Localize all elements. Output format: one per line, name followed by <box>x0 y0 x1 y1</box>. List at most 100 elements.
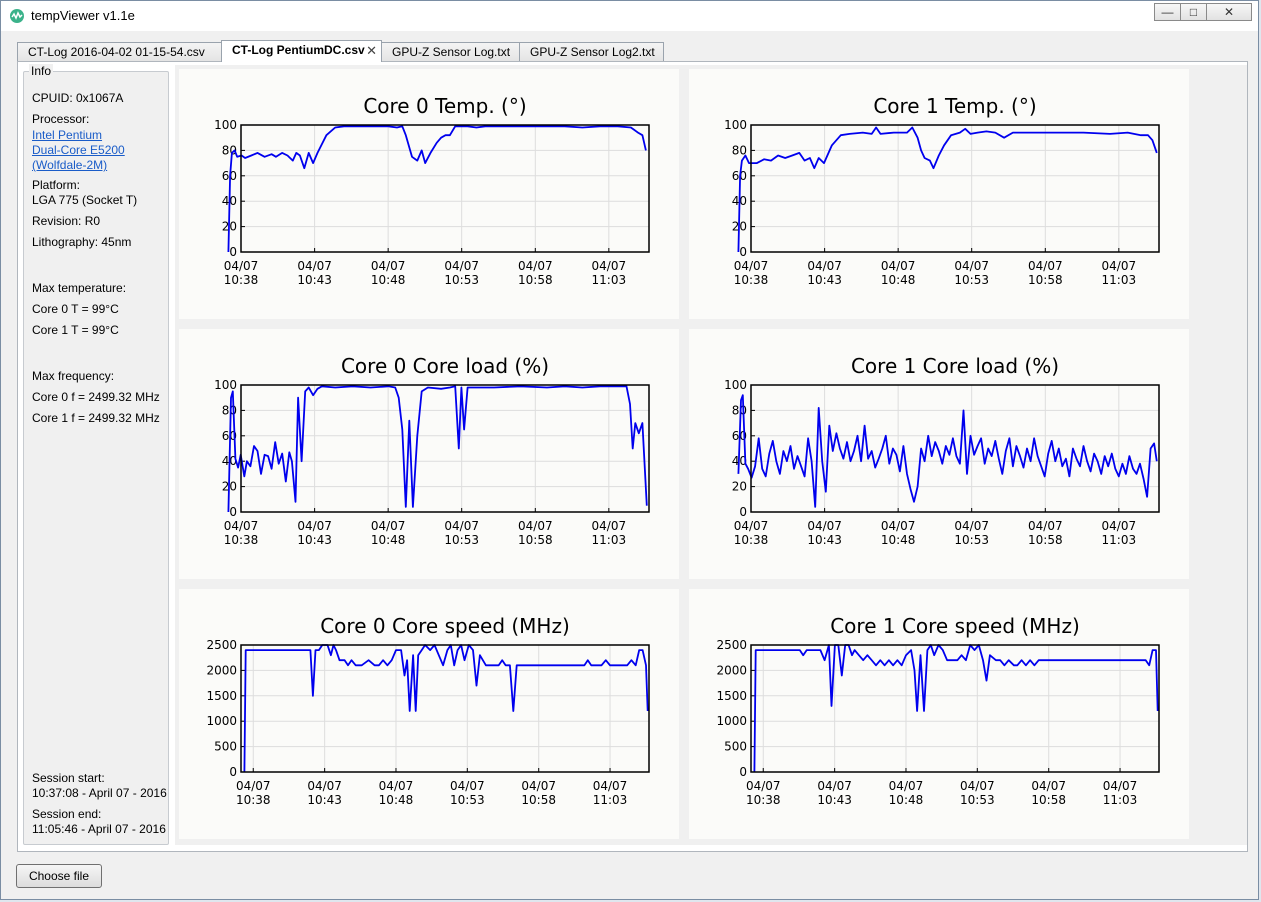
info-title: Info <box>29 64 54 78</box>
y-tick-label: 2500 <box>716 638 747 652</box>
x-tick-label: 04/07 10:58 <box>518 519 553 547</box>
y-tick-label: 100 <box>214 118 237 132</box>
tab-ct-log-2016[interactable]: CT-Log 2016-04-02 01-15-54.csv <box>17 42 222 61</box>
y-tick-label: 0 <box>739 245 747 259</box>
tab-label: CT-Log PentiumDC.csv <box>232 43 365 57</box>
choose-file-button[interactable]: Choose file <box>16 864 102 888</box>
chart-core0-temp: Core 0 Temp. (°) 0 20 40 60 80 100 04/07 10:38 04… <box>179 69 679 319</box>
x-tick-label: 04/07 10:58 <box>518 259 553 287</box>
session-start-label: Session start: <box>32 771 105 785</box>
y-tick-label: 1000 <box>716 714 747 728</box>
tab-label: GPU-Z Sensor Log2.txt <box>530 45 655 59</box>
cpuid-text: CPUID: 0x1067A <box>32 91 124 105</box>
y-tick-label: 0 <box>739 765 747 779</box>
x-tick-label: 04/07 10:43 <box>807 259 842 287</box>
tab-close-icon[interactable]: ✕ <box>366 43 377 58</box>
chart-title: Core 0 Core speed (MHz) <box>320 614 570 638</box>
x-tick-label: 04/07 10:48 <box>379 779 414 807</box>
x-tick-label: 04/07 10:53 <box>450 779 485 807</box>
y-tick-label: 0 <box>229 245 237 259</box>
processor-link-line3[interactable]: (Wolfdale-2M) <box>32 158 108 172</box>
x-tick-label: 04/07 10:48 <box>881 259 916 287</box>
x-tick-label: 04/07 10:38 <box>224 519 259 547</box>
tab-gpu-z-sensor-log2[interactable]: GPU-Z Sensor Log2.txt <box>519 42 664 61</box>
lithography-text: Lithography: 45nm <box>32 235 132 249</box>
core1-max-temp: Core 1 T = 99°C <box>32 323 119 337</box>
x-tick-label: 04/07 10:43 <box>307 779 342 807</box>
chart-core1-temp: Core 1 Temp. (°) 0 20 40 60 80 100 04/07 10:38 04… <box>689 69 1189 319</box>
x-tick-label: 04/07 10:43 <box>817 779 852 807</box>
chart-title: Core 1 Core load (%) <box>851 354 1059 378</box>
y-tick-label: 500 <box>724 740 747 754</box>
y-tick-label: 2500 <box>206 638 237 652</box>
y-tick-label: 1500 <box>206 689 237 703</box>
y-tick-label: 80 <box>222 403 237 417</box>
y-tick-label: 80 <box>732 143 747 157</box>
x-tick-label: 04/07 10:38 <box>224 259 259 287</box>
plot-frame <box>750 124 1160 253</box>
y-tick-label: 80 <box>732 403 747 417</box>
x-tick-label: 04/07 11:03 <box>1102 259 1137 287</box>
processor-link-line1[interactable]: Intel Pentium <box>32 128 103 142</box>
x-tick-label: 04/07 11:03 <box>1103 779 1138 807</box>
x-tick-label: 04/07 10:58 <box>1028 519 1063 547</box>
x-tick-label: 04/07 10:58 <box>521 779 556 807</box>
revision-text: Revision: R0 <box>32 214 101 228</box>
x-tick-label: 04/07 10:38 <box>734 519 769 547</box>
chart-svg: Core 1 Core speed (MHz) 0 500 1000 1500 2000 2… <box>716 614 1160 807</box>
y-tick-label: 80 <box>222 143 237 157</box>
close-button[interactable]: ✕ <box>1206 3 1252 21</box>
x-tick-label: 04/07 11:03 <box>592 259 627 287</box>
tab-ct-log-pentiumdc[interactable]: CT-Log PentiumDC.csv ✕ <box>221 40 382 62</box>
y-tick-label: 0 <box>739 505 747 519</box>
app-icon <box>10 9 24 23</box>
x-tick-label: 04/07 10:53 <box>954 259 989 287</box>
x-tick-label: 04/07 10:53 <box>954 519 989 547</box>
x-tick-label: 04/07 11:03 <box>592 519 627 547</box>
series-line <box>227 385 648 513</box>
y-tick-label: 0 <box>229 765 237 779</box>
series-line <box>243 644 649 773</box>
chart-title: Core 0 Core load (%) <box>341 354 549 378</box>
maximize-button[interactable]: □ <box>1180 3 1207 21</box>
chart-core1-load: Core 1 Core load (%) 0 20 40 60 80 100 04/07 10:… <box>689 329 1189 579</box>
title-bar[interactable]: tempViewer v1.1e — □ ✕ <box>1 1 1258 31</box>
core0-max-freq: Core 0 f = 2499.32 MHz <box>32 390 160 404</box>
x-tick-label: 04/07 10:38 <box>236 779 271 807</box>
y-tick-label: 0 <box>229 505 237 519</box>
x-tick-label: 04/07 10:48 <box>889 779 924 807</box>
processor-link-line2[interactable]: Dual-Core E5200 <box>32 143 125 157</box>
maximize-icon: □ <box>1189 5 1198 19</box>
tab-gpu-z-sensor-log[interactable]: GPU-Z Sensor Log.txt <box>381 42 520 61</box>
x-tick-label: 04/07 10:53 <box>960 779 995 807</box>
series-line <box>227 125 647 253</box>
y-tick-label: 500 <box>214 740 237 754</box>
chart-core1-speed: Core 1 Core speed (MHz) 0 500 1000 1500 2000 2… <box>689 589 1189 839</box>
x-tick-label: 04/07 10:48 <box>881 519 916 547</box>
x-tick-label: 04/07 10:58 <box>1031 779 1066 807</box>
bottom-bar: Choose file <box>16 864 102 888</box>
session-end-label: Session end: <box>32 807 102 821</box>
max-temp-label: Max temperature: <box>32 281 127 295</box>
y-tick-label: 1000 <box>206 714 237 728</box>
window-title: tempViewer v1.1e <box>31 8 135 23</box>
minimize-icon: — <box>1161 5 1174 19</box>
x-tick-label: 04/07 10:43 <box>297 519 332 547</box>
chart-core0-speed: Core 0 Core speed (MHz) 0 500 1000 1500 2000 2… <box>179 589 679 839</box>
y-tick-label: 2000 <box>206 663 237 677</box>
y-tick-label: 20 <box>732 480 747 494</box>
series-line <box>753 644 1159 773</box>
chart-svg: Core 0 Core speed (MHz) 0 500 1000 1500 2000 2… <box>206 614 650 807</box>
plot-frame <box>750 384 1160 513</box>
x-tick-label: 04/07 11:03 <box>1102 519 1137 547</box>
y-tick-label: 1500 <box>716 689 747 703</box>
session-end-value: 11:05:46 - April 07 - 2016 <box>32 822 166 836</box>
series-line <box>737 126 1158 253</box>
series-line <box>737 394 1158 508</box>
x-tick-label: 04/07 10:53 <box>444 259 479 287</box>
minimize-button[interactable]: — <box>1154 3 1181 21</box>
